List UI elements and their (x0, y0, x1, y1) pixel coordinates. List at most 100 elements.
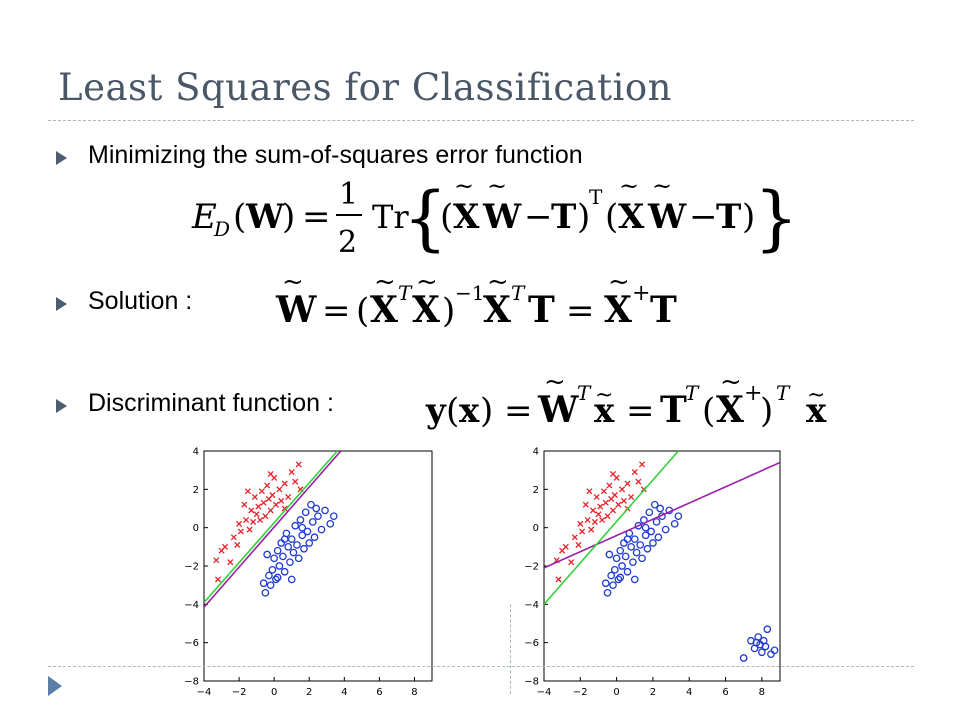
blue-circle-point (296, 516, 305, 524)
svg-text:=: = (566, 291, 595, 331)
x-tick-label: 2 (650, 687, 656, 698)
red-cross-point (579, 528, 586, 535)
blue-circle-point (614, 575, 623, 584)
red-cross-point (638, 461, 646, 468)
x-tick-label: 8 (411, 687, 417, 698)
svg-text:~: ~ (487, 172, 507, 200)
blue-circle-point (259, 579, 268, 588)
red-cross-point (230, 534, 237, 541)
blue-circle-point (627, 542, 635, 551)
svg-text:W: W (275, 289, 317, 331)
blue-circle-point (739, 654, 748, 662)
blue-circle-point (630, 535, 639, 544)
blue-circle-point (629, 558, 637, 567)
bullet-marker-icon (56, 151, 67, 165)
red-cross-point (288, 469, 295, 476)
blue-circle-point (272, 575, 280, 584)
decision-boundary-line (544, 461, 780, 569)
red-cross-point (237, 528, 244, 535)
y-tick-label: 2 (193, 485, 199, 496)
svg-text:~: ~ (487, 270, 509, 297)
svg-text:): ) (577, 197, 590, 237)
svg-text:}: } (754, 177, 799, 259)
svg-text:W: W (482, 197, 522, 237)
blue-circle-point (752, 638, 761, 647)
blue-circle-point (329, 512, 338, 521)
blue-circle-point (291, 521, 300, 530)
red-cross-point (595, 511, 602, 518)
red-cross-point (234, 541, 241, 548)
blue-circle-point (305, 539, 314, 547)
red-cross-point (615, 501, 622, 508)
svg-text:T: T (528, 289, 555, 331)
svg-text:Tr: Tr (372, 198, 409, 236)
slide-corner-arrow-icon (48, 676, 62, 696)
red-cross-point (260, 499, 267, 506)
svg-text:T: T (650, 289, 677, 331)
blue-circle-point (312, 504, 321, 513)
blue-circle-point (630, 575, 639, 584)
svg-text:−: − (689, 197, 718, 237)
red-cross-point (604, 513, 611, 520)
red-cross-point (628, 493, 635, 501)
svg-text:~: ~ (807, 383, 825, 408)
plot-area (544, 451, 780, 662)
blue-circle-point (632, 548, 641, 557)
svg-text:~: ~ (608, 270, 630, 297)
red-cross-point (575, 541, 582, 548)
discriminant-equation: y ( x ) = ~ W T ~ x = T T ( ~ X + ) T ~ … (425, 372, 827, 431)
blue-circle-point (266, 581, 275, 590)
blue-circle-point (280, 535, 289, 544)
red-cross-point (600, 488, 607, 495)
plot-frame (543, 450, 781, 682)
y-tick-label: −2 (524, 562, 539, 573)
blue-circle-point (612, 554, 621, 563)
svg-text:~: ~ (652, 172, 672, 200)
blue-circle-point (643, 544, 652, 553)
blue-circle-point (310, 533, 319, 542)
red-cross-point (214, 576, 222, 583)
red-cross-point (278, 497, 285, 504)
y-tick-label: −2 (184, 562, 199, 573)
red-cross-point (588, 526, 595, 533)
red-cross-point (264, 482, 271, 489)
blue-circle-point (610, 565, 619, 574)
svg-text:x: x (806, 391, 827, 431)
blue-circle-point (317, 525, 326, 534)
x-tick-label: 6 (376, 687, 382, 698)
red-cross-point (568, 559, 575, 566)
svg-text:~: ~ (416, 270, 438, 297)
red-cross-point (591, 518, 598, 525)
svg-text:T: T (577, 381, 592, 405)
footer-vertical-divider (510, 604, 511, 694)
red-cross-point (619, 486, 626, 493)
red-cross-point (250, 518, 257, 525)
svg-text:T: T (551, 197, 576, 237)
plot-frame (203, 450, 433, 682)
x-tick-label: 0 (613, 687, 619, 698)
blue-circle-point (654, 533, 663, 542)
red-cross-point (255, 503, 262, 510)
red-cross-point (593, 493, 600, 501)
svg-text:X: X (604, 289, 632, 331)
red-cross-point (624, 480, 631, 487)
blue-circle-point (303, 527, 312, 536)
plot-area (204, 451, 342, 608)
y-tick-label: −8 (524, 677, 539, 688)
svg-text:): ) (282, 197, 295, 237)
blue-circle-point (261, 588, 270, 597)
red-cross-point (246, 526, 253, 533)
y-tick-label: −8 (184, 677, 199, 688)
svg-text:(: ( (440, 197, 453, 237)
svg-text:): ) (742, 197, 755, 237)
blue-circle-point (641, 523, 650, 532)
svg-text:~: ~ (720, 372, 742, 397)
red-cross-point (295, 461, 302, 468)
svg-text:~: ~ (544, 372, 566, 397)
x-tick-label: −4 (197, 687, 212, 698)
footer-divider (48, 666, 914, 667)
blue-circle-point (298, 531, 307, 540)
blue-circle-point (616, 573, 625, 582)
svg-text:y: y (425, 391, 447, 431)
blue-circle-point (616, 546, 625, 555)
